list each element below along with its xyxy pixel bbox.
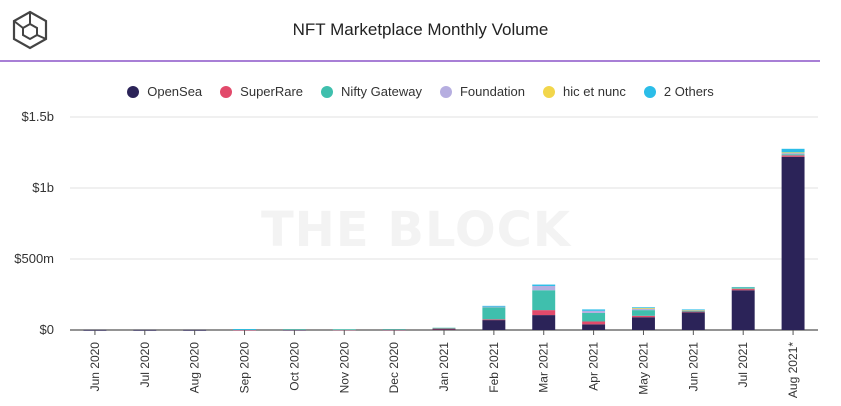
- x-tick-label: Apr 2021: [587, 342, 601, 391]
- legend-item[interactable]: OpenSea: [127, 84, 202, 99]
- bar-segment[interactable]: [781, 152, 805, 154]
- bar-segment[interactable]: [532, 284, 556, 286]
- chart-title: NFT Marketplace Monthly Volume: [292, 20, 549, 39]
- bar-segment[interactable]: [582, 312, 606, 322]
- legend-item[interactable]: hic et nunc: [543, 84, 626, 99]
- legend-label: hic et nunc: [563, 84, 626, 99]
- legend-swatch: [439, 85, 452, 98]
- x-tick-label: Jul 2021: [736, 342, 750, 388]
- legend-swatch: [220, 85, 233, 98]
- legend-label: SuperRare: [240, 84, 304, 99]
- bar-segment[interactable]: [631, 317, 655, 330]
- bar-segment[interactable]: [731, 290, 755, 330]
- x-tick-label: Sep 2020: [238, 342, 252, 394]
- bar-segment[interactable]: [731, 287, 755, 289]
- bar-segment[interactable]: [532, 310, 556, 316]
- legend-item[interactable]: Nifty Gateway: [321, 84, 422, 99]
- bar-segment[interactable]: [781, 148, 805, 153]
- bar-segment[interactable]: [332, 329, 356, 331]
- bar-segment[interactable]: [482, 306, 506, 308]
- bar-segment[interactable]: [631, 315, 655, 318]
- y-axis-ticks: $0 $500m $1b $1.5b: [14, 109, 54, 337]
- bar-segment[interactable]: [781, 154, 805, 156]
- bar-segment[interactable]: [482, 320, 506, 330]
- legend-swatch: [127, 85, 140, 98]
- x-tick-label: Feb 2021: [487, 342, 501, 393]
- bar-segment[interactable]: [532, 290, 556, 311]
- watermark-text: THE BLOCK: [261, 202, 572, 258]
- bar-segment[interactable]: [382, 329, 406, 331]
- the-block-cube-logo-icon: [12, 10, 48, 50]
- bar-segment[interactable]: [233, 329, 257, 331]
- bar-segment[interactable]: [781, 152, 805, 155]
- bar-segment[interactable]: [731, 286, 755, 288]
- bar-segment[interactable]: [582, 321, 606, 325]
- x-tick-label: Aug 2021*: [786, 342, 800, 398]
- x-tick-label: Aug 2020: [188, 342, 202, 394]
- bar-segment[interactable]: [582, 310, 606, 313]
- legend-label: 2 Others: [663, 84, 714, 99]
- y-tick-label: $1b: [32, 180, 54, 195]
- legend-item[interactable]: SuperRare: [220, 84, 303, 99]
- bar-segment[interactable]: [582, 324, 606, 330]
- chart-header: NFT Marketplace Monthly Volume: [0, 0, 841, 62]
- bar-segment[interactable]: [631, 310, 655, 316]
- x-tick-label: Jul 2020: [138, 342, 152, 388]
- bar-segment[interactable]: [681, 309, 705, 311]
- bar-segment[interactable]: [532, 315, 556, 330]
- bar-segment[interactable]: [731, 288, 755, 290]
- bar-segment[interactable]: [681, 309, 705, 311]
- x-tick-label: Jun 2020: [88, 342, 102, 392]
- bar-segment[interactable]: [582, 309, 606, 311]
- bar-segment[interactable]: [631, 307, 655, 309]
- x-tick-label: Mar 2021: [537, 342, 551, 393]
- legend-swatch: [321, 85, 334, 98]
- y-tick-label: $1.5b: [21, 109, 54, 124]
- x-tick-label: Oct 2020: [287, 342, 301, 391]
- x-tick-label: Nov 2020: [337, 342, 351, 394]
- bar-segment[interactable]: [432, 327, 456, 329]
- header-divider: [0, 60, 820, 62]
- chart-legend: OpenSea SuperRare Nifty Gateway Foundation h…: [0, 84, 841, 99]
- bar-segment[interactable]: [482, 307, 506, 320]
- bar-segment[interactable]: [432, 328, 456, 330]
- legend-label: Foundation: [459, 84, 526, 99]
- bar-segment[interactable]: [282, 329, 306, 330]
- bar-segment[interactable]: [781, 156, 805, 330]
- bar-segment[interactable]: [432, 328, 456, 330]
- y-tick-label: $0: [40, 322, 54, 337]
- x-axis-ticks: Jun 2020 Jul 2020 Aug 2020 Sep 2020 Oct 2020…: [88, 330, 800, 398]
- x-tick-label: May 2021: [636, 342, 650, 395]
- bar-segment[interactable]: [233, 329, 257, 330]
- bar-segment[interactable]: [631, 307, 655, 309]
- legend-label: Nifty Gateway: [341, 84, 422, 99]
- bar-segment[interactable]: [482, 319, 506, 321]
- bar-segment[interactable]: [681, 311, 705, 313]
- bars: [83, 148, 805, 331]
- legend-item[interactable]: Foundation: [439, 84, 526, 99]
- bar-segment[interactable]: [731, 288, 755, 291]
- y-tick-label: $500m: [14, 251, 54, 266]
- x-tick-label: Jan 2021: [437, 342, 451, 392]
- bar-segment[interactable]: [482, 305, 506, 307]
- bar-segment[interactable]: [681, 312, 705, 330]
- bar-segment[interactable]: [681, 310, 705, 312]
- legend-label: OpenSea: [147, 84, 203, 99]
- bar-segment[interactable]: [781, 155, 805, 157]
- legend-swatch: [643, 85, 656, 98]
- x-tick-label: Jun 2021: [686, 342, 700, 392]
- x-tick-label: Dec 2020: [387, 342, 401, 394]
- bar-segment[interactable]: [532, 285, 556, 291]
- bar-segment[interactable]: [382, 329, 406, 330]
- bar-segment[interactable]: [631, 308, 655, 311]
- legend-swatch: [543, 85, 556, 98]
- legend-item[interactable]: 2 Others: [643, 84, 714, 99]
